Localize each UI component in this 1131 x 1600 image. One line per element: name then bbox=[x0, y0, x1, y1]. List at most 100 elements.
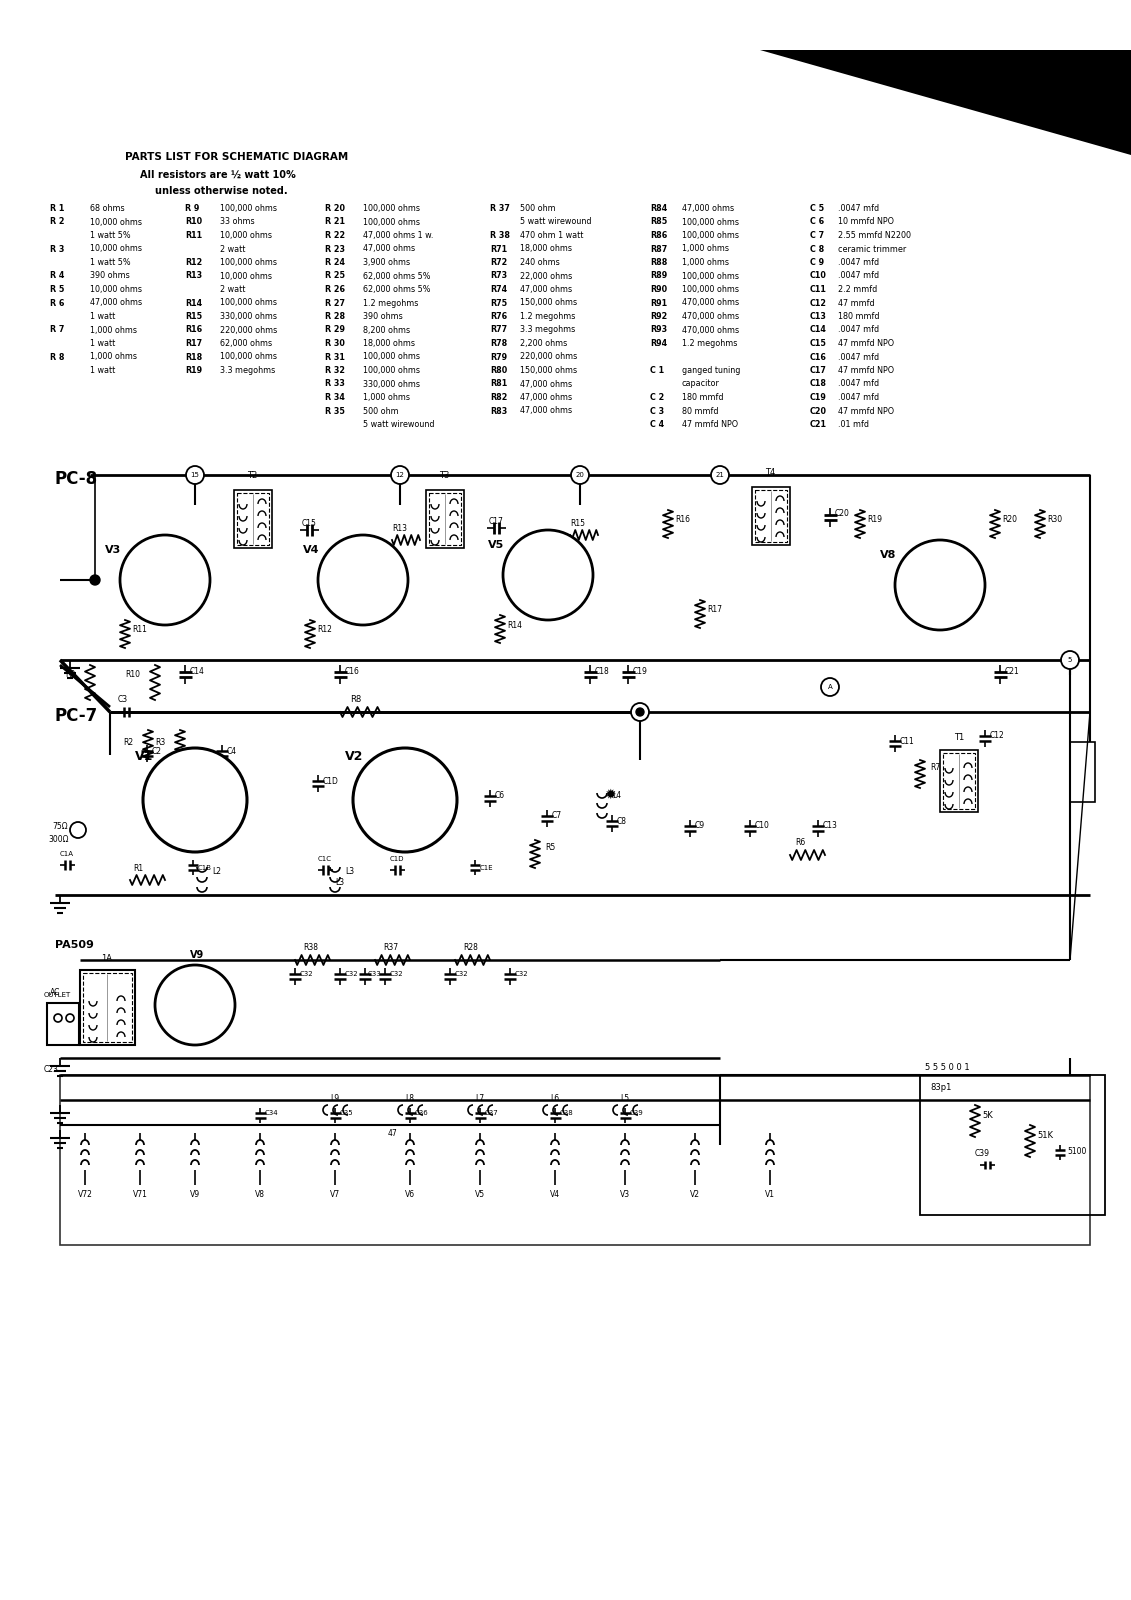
Text: C14: C14 bbox=[810, 325, 827, 334]
Text: R17: R17 bbox=[707, 605, 722, 614]
Text: 47,000 ohms: 47,000 ohms bbox=[520, 394, 572, 402]
Text: R81: R81 bbox=[490, 379, 507, 389]
Text: R 4: R 4 bbox=[50, 272, 64, 280]
Text: R85: R85 bbox=[650, 218, 667, 227]
Text: C 8: C 8 bbox=[810, 245, 824, 253]
Bar bbox=[1070, 742, 1095, 802]
Text: C21: C21 bbox=[1005, 667, 1020, 675]
Circle shape bbox=[66, 1014, 74, 1022]
Text: C 4: C 4 bbox=[650, 419, 664, 429]
Text: 80 mmfd: 80 mmfd bbox=[682, 406, 718, 416]
Text: 22,000 ohms: 22,000 ohms bbox=[520, 272, 572, 280]
Text: R28: R28 bbox=[463, 942, 478, 952]
Text: 100,000 ohms: 100,000 ohms bbox=[682, 230, 739, 240]
Text: 1 watt: 1 watt bbox=[90, 339, 115, 349]
Text: 21: 21 bbox=[716, 472, 725, 478]
Text: 100,000 ohms: 100,000 ohms bbox=[363, 352, 420, 362]
Text: V3: V3 bbox=[620, 1190, 630, 1198]
Text: C32: C32 bbox=[345, 971, 359, 978]
Text: 83p1: 83p1 bbox=[930, 1083, 951, 1091]
Text: R 24: R 24 bbox=[325, 258, 345, 267]
Text: 18,000 ohms: 18,000 ohms bbox=[363, 339, 415, 349]
Text: C15: C15 bbox=[810, 339, 827, 349]
Text: R 2: R 2 bbox=[50, 218, 64, 227]
Text: C37: C37 bbox=[485, 1110, 499, 1117]
Text: 2,200 ohms: 2,200 ohms bbox=[520, 339, 568, 349]
Text: 47 mmfd NPO: 47 mmfd NPO bbox=[838, 366, 895, 374]
Bar bbox=[429, 493, 461, 546]
Text: C39: C39 bbox=[975, 1149, 990, 1158]
Text: 100,000 ohms: 100,000 ohms bbox=[363, 218, 420, 227]
Text: V1: V1 bbox=[135, 750, 154, 763]
Text: R 34: R 34 bbox=[325, 394, 345, 402]
Text: V8: V8 bbox=[880, 550, 897, 560]
Text: R74: R74 bbox=[490, 285, 507, 294]
Text: R91: R91 bbox=[650, 299, 667, 307]
Text: C32: C32 bbox=[455, 971, 468, 978]
Text: R 1: R 1 bbox=[50, 203, 64, 213]
Text: ceramic trimmer: ceramic trimmer bbox=[838, 245, 906, 253]
Text: 100,000 ohms: 100,000 ohms bbox=[363, 203, 420, 213]
Circle shape bbox=[90, 574, 100, 586]
Text: 500 ohm: 500 ohm bbox=[520, 203, 555, 213]
Text: R11: R11 bbox=[132, 626, 147, 635]
Text: R 35: R 35 bbox=[325, 406, 345, 416]
Text: C 6: C 6 bbox=[810, 218, 824, 227]
Text: 220,000 ohms: 220,000 ohms bbox=[221, 325, 277, 334]
Text: L2: L2 bbox=[211, 867, 221, 877]
Text: R73: R73 bbox=[490, 272, 507, 280]
Text: R 22: R 22 bbox=[325, 230, 345, 240]
Text: R71: R71 bbox=[490, 245, 507, 253]
Text: C33: C33 bbox=[368, 971, 382, 978]
Bar bbox=[238, 493, 269, 546]
Text: C20: C20 bbox=[810, 406, 827, 416]
Text: 100,000 ohms: 100,000 ohms bbox=[682, 272, 739, 280]
Text: V5: V5 bbox=[475, 1190, 485, 1198]
Text: 62,000 ohms 5%: 62,000 ohms 5% bbox=[363, 285, 431, 294]
Text: R87: R87 bbox=[650, 245, 667, 253]
Text: C35: C35 bbox=[340, 1110, 354, 1117]
Text: R19: R19 bbox=[185, 366, 202, 374]
Circle shape bbox=[391, 466, 409, 483]
Text: R 6: R 6 bbox=[50, 299, 64, 307]
Text: T4: T4 bbox=[765, 467, 775, 477]
Text: R10: R10 bbox=[185, 218, 202, 227]
Text: PC-8: PC-8 bbox=[55, 470, 98, 488]
Text: PA509: PA509 bbox=[55, 939, 94, 950]
Text: R10: R10 bbox=[126, 670, 140, 678]
Text: 33 ohms: 33 ohms bbox=[221, 218, 254, 227]
Text: 100,000 ohms: 100,000 ohms bbox=[221, 203, 277, 213]
Text: L3: L3 bbox=[345, 867, 354, 877]
Text: 62,000 ohms: 62,000 ohms bbox=[221, 339, 273, 349]
Circle shape bbox=[120, 534, 210, 626]
Text: 1,000 ohms: 1,000 ohms bbox=[90, 352, 137, 362]
Text: C4: C4 bbox=[227, 747, 238, 755]
Text: 1,000 ohms: 1,000 ohms bbox=[90, 325, 137, 334]
Text: 3.3 megohms: 3.3 megohms bbox=[520, 325, 576, 334]
Text: C 5: C 5 bbox=[810, 203, 824, 213]
Text: 1,000 ohms: 1,000 ohms bbox=[363, 394, 411, 402]
Text: R84: R84 bbox=[650, 203, 667, 213]
Text: R86: R86 bbox=[650, 230, 667, 240]
Text: R 25: R 25 bbox=[325, 272, 345, 280]
Text: 47,000 ohms: 47,000 ohms bbox=[682, 203, 734, 213]
Bar bbox=[752, 486, 789, 546]
Circle shape bbox=[143, 749, 247, 851]
Text: 2 watt: 2 watt bbox=[221, 285, 245, 294]
Text: R 29: R 29 bbox=[325, 325, 345, 334]
Text: 2.55 mmfd N2200: 2.55 mmfd N2200 bbox=[838, 230, 910, 240]
Text: V1: V1 bbox=[765, 1190, 775, 1198]
Text: capacitor: capacitor bbox=[682, 379, 719, 389]
Text: C18: C18 bbox=[810, 379, 827, 389]
Circle shape bbox=[70, 822, 86, 838]
Text: 12: 12 bbox=[636, 709, 645, 715]
Text: C32: C32 bbox=[300, 971, 313, 978]
Text: unless otherwise noted.: unless otherwise noted. bbox=[155, 186, 287, 195]
Circle shape bbox=[711, 466, 729, 483]
Text: PC-7: PC-7 bbox=[55, 707, 98, 725]
Text: C16: C16 bbox=[810, 352, 827, 362]
Text: R18: R18 bbox=[185, 352, 202, 362]
Text: C1D: C1D bbox=[323, 776, 339, 786]
Circle shape bbox=[631, 702, 649, 722]
Text: V9: V9 bbox=[190, 950, 205, 960]
